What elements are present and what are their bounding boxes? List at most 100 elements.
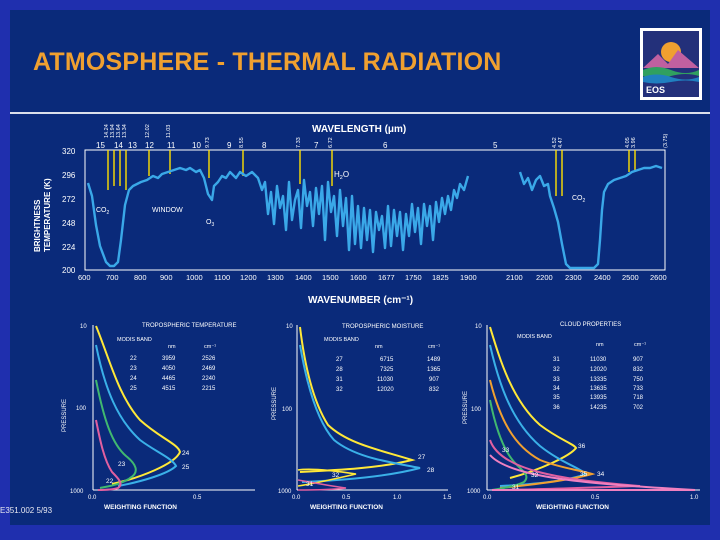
- panel3-row1-band: 31: [553, 357, 560, 363]
- panel1-row1-nm: 3959: [162, 356, 176, 362]
- wavenumber-axis-label: WAVENUMBER (cm⁻¹): [308, 295, 413, 306]
- x-tick: 1200: [240, 273, 257, 282]
- panel1-curve-label: 22: [106, 478, 114, 485]
- panel3-row4-band: 34: [553, 386, 560, 392]
- panel3-row5-nm: 13935: [590, 395, 607, 401]
- band-label: 6.72: [328, 137, 334, 148]
- band-markers: [107, 150, 636, 196]
- panel1-header-band: MODIS BAND: [117, 337, 152, 343]
- panel1-header-nm: nm: [168, 344, 176, 350]
- panel2-curve-31: [297, 479, 347, 491]
- x-tick: 1500: [322, 273, 339, 282]
- panel3-curve-32: [489, 439, 641, 491]
- panel3-header-band: MODIS BAND: [517, 334, 552, 340]
- y-tick-248: 248: [62, 219, 76, 228]
- panel3-curve-label: 34: [597, 471, 605, 478]
- panel1-row2-cm: 2469: [202, 366, 216, 372]
- panel3-row1-cm: 907: [633, 357, 644, 363]
- spectrum-x-ticks: 600 700 800 900 1000 1100 1200 1300 1400…: [78, 273, 667, 282]
- panel1-row4-nm: 4515: [162, 386, 176, 392]
- x-tick: 2100: [506, 273, 523, 282]
- panel2-curve-27: [299, 326, 416, 473]
- band-label: 4.05: [625, 137, 631, 148]
- panel3-curve-36: [489, 326, 578, 479]
- wl-tick: 8: [262, 141, 267, 150]
- panel-cloud-properties: CLOUD PROPERTIES MODIS BAND nm cm⁻¹ 31 1…: [463, 322, 700, 511]
- panel2-curve-label: 28: [427, 467, 435, 474]
- panel3-header-cm: cm⁻¹: [634, 342, 646, 348]
- logo-wave-2: [643, 74, 699, 84]
- y-tick-320: 320: [62, 147, 76, 156]
- x-tick: 2200: [536, 273, 553, 282]
- panel2-row1-band: 27: [336, 357, 343, 363]
- logo-text: EOS: [646, 85, 665, 95]
- panel1-curve-22: [95, 419, 122, 491]
- panel3-curve-label: 35: [580, 471, 588, 478]
- band-label: 7.33: [296, 137, 302, 148]
- wl-tick: 13: [128, 141, 137, 150]
- panel2-x-tick: 0.0: [292, 495, 301, 501]
- h2o-label: H2O: [334, 170, 349, 181]
- panel1-row3-band: 24: [130, 376, 137, 382]
- x-tick: 800: [134, 273, 147, 282]
- panel1-row1-band: 22: [130, 356, 137, 362]
- spectrum-y-ticks: 320 296 272 248 224 200: [62, 147, 76, 275]
- panel3-row3-band: 33: [553, 377, 560, 383]
- brightness-temperature-spectrum-line-right: [518, 164, 663, 270]
- panel3-row3-cm: 750: [633, 377, 644, 383]
- panel1-x-tick: 0.5: [193, 495, 202, 501]
- panel3-x-label: WEIGHTING FUNCTION: [536, 504, 609, 511]
- panel3-row2-cm: 832: [633, 367, 644, 373]
- x-tick: 1750: [405, 273, 422, 282]
- band-label: 3.96: [631, 137, 637, 148]
- panel3-curve-label: 36: [578, 443, 586, 450]
- panel1-header-cm: cm⁻¹: [204, 344, 216, 350]
- wavelength-ticks: 15 14 13 12 11 10 9 8 7 6 5: [96, 141, 498, 150]
- panel3-x-tick: 0.0: [483, 495, 492, 501]
- wl-tick: 7: [314, 141, 319, 150]
- wl-tick: 10: [192, 141, 201, 150]
- wl-tick: 12: [145, 141, 154, 150]
- eos-logo-icon: EOS: [640, 28, 702, 100]
- panel3-row2-band: 32: [553, 367, 560, 373]
- x-tick: 1825: [432, 273, 449, 282]
- panel3-row5-cm: 718: [633, 395, 644, 401]
- spectrum-frame: [84, 149, 666, 271]
- panel2-curve-label: 32: [332, 472, 340, 479]
- panel2-curve-32: [297, 468, 357, 487]
- panel1-curve-23: [95, 379, 137, 489]
- band-label: 9.73: [205, 137, 211, 148]
- gas-annotations: CO2 WINDOW O3 H2O CO2: [96, 170, 586, 228]
- band-label: 12.02: [145, 124, 151, 138]
- window-label: WINDOW: [152, 207, 183, 214]
- band-label: 4.52: [552, 137, 558, 148]
- band-label: 11.03: [166, 125, 172, 138]
- panel3-y-tick: 1000: [467, 489, 481, 495]
- brightness-axis-label-line1: BRIGHTNESS: [33, 199, 42, 252]
- modis-band-labels: 14.24 13.94 13.64 13.34 12.02 11.03 9.73…: [104, 124, 669, 148]
- band-label: 8.55: [239, 137, 245, 148]
- panel3-x-tick: 1.0: [690, 495, 699, 501]
- panel3-row2-nm: 12020: [590, 367, 607, 373]
- y-tick-224: 224: [62, 243, 76, 252]
- panel2-row4-cm: 832: [429, 387, 440, 393]
- wl-tick: 14: [114, 141, 123, 150]
- panel1-x-label: WEIGHTING FUNCTION: [104, 504, 177, 511]
- panel3-row5-band: 35: [553, 395, 560, 401]
- panel2-y-tick: 10: [286, 324, 293, 330]
- panel2-title: TROPOSPHERIC MOISTURE: [342, 324, 423, 330]
- x-tick: 2600: [650, 273, 667, 282]
- panel2-row2-nm: 7325: [380, 367, 394, 373]
- co2-right-label: CO2: [572, 195, 586, 204]
- panel2-x-tick: 0.5: [342, 495, 351, 501]
- panel3-curve-label: 33: [502, 447, 510, 454]
- x-tick: 1300: [267, 273, 284, 282]
- panel1-title: TROPOSPHERIC TEMPERATURE: [142, 323, 236, 329]
- x-tick: 1677: [378, 273, 395, 282]
- x-tick: 900: [160, 273, 173, 282]
- wl-tick: 15: [96, 141, 105, 150]
- band-label: 13.64: [116, 124, 122, 138]
- x-tick: 2500: [622, 273, 639, 282]
